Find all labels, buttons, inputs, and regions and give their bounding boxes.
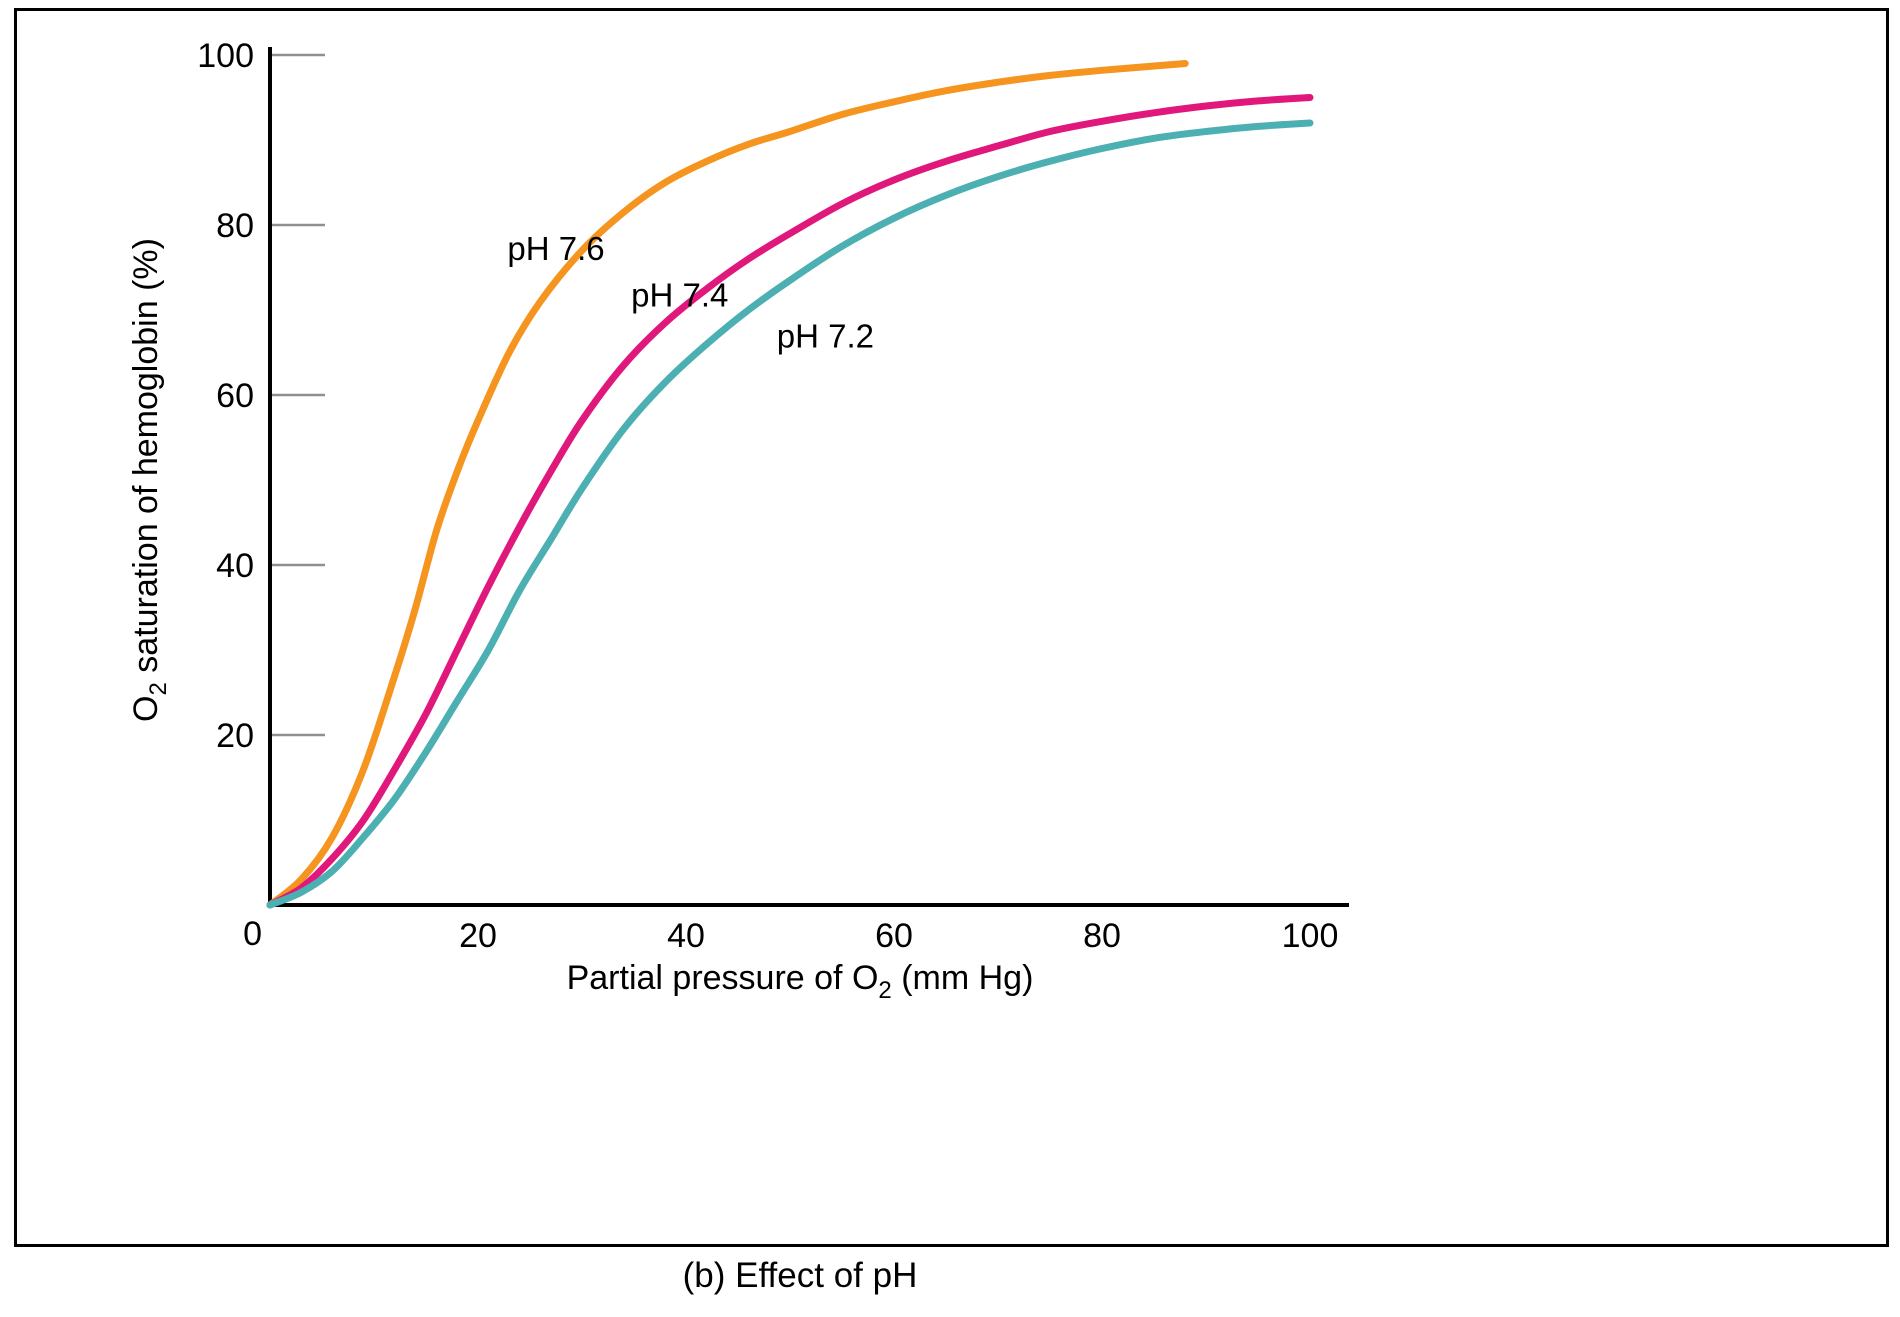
curve-label-ph-7-2: pH 7.2 [777,318,874,355]
x-tick-label-60: 60 [875,917,913,955]
chart-frame: 20 40 60 80 100 20 40 60 80 100 0 pH 7.6 pH 7.4 pH 7.… [14,8,1889,1247]
x-tick-label-100: 100 [1282,917,1339,955]
y-tick-label-80: 80 [216,207,254,245]
y-tick-label-20: 20 [216,717,254,755]
figure-caption: (b) Effect of pH [682,1256,918,1295]
curve-label-ph-7-4: pH 7.4 [631,277,728,314]
y-tick-label-100: 100 [197,37,254,75]
curve-label-ph-7-6: pH 7.6 [507,230,604,267]
series-curve-ph-7-6 [266,60,1189,909]
y-tick-label-40: 40 [216,547,254,585]
x-tick-label-40: 40 [667,917,705,955]
chart-canvas: 20 40 60 80 100 20 40 60 80 100 0 pH 7.6 pH 7.4 pH 7.… [127,37,1349,1004]
origin-tick-label: 0 [243,915,262,953]
series-curve-ph-7-4 [266,94,1314,909]
x-axis-label: Partial pressure of O2 (mm Hg) [567,959,1034,1004]
y-tick-label-60: 60 [216,377,254,415]
x-tick-label-20: 20 [459,917,497,955]
x-tick-label-80: 80 [1083,917,1121,955]
y-axis-label: O2 saturation of hemoglobin (%) [127,238,172,722]
series-curve-ph-7-2 [266,119,1314,909]
